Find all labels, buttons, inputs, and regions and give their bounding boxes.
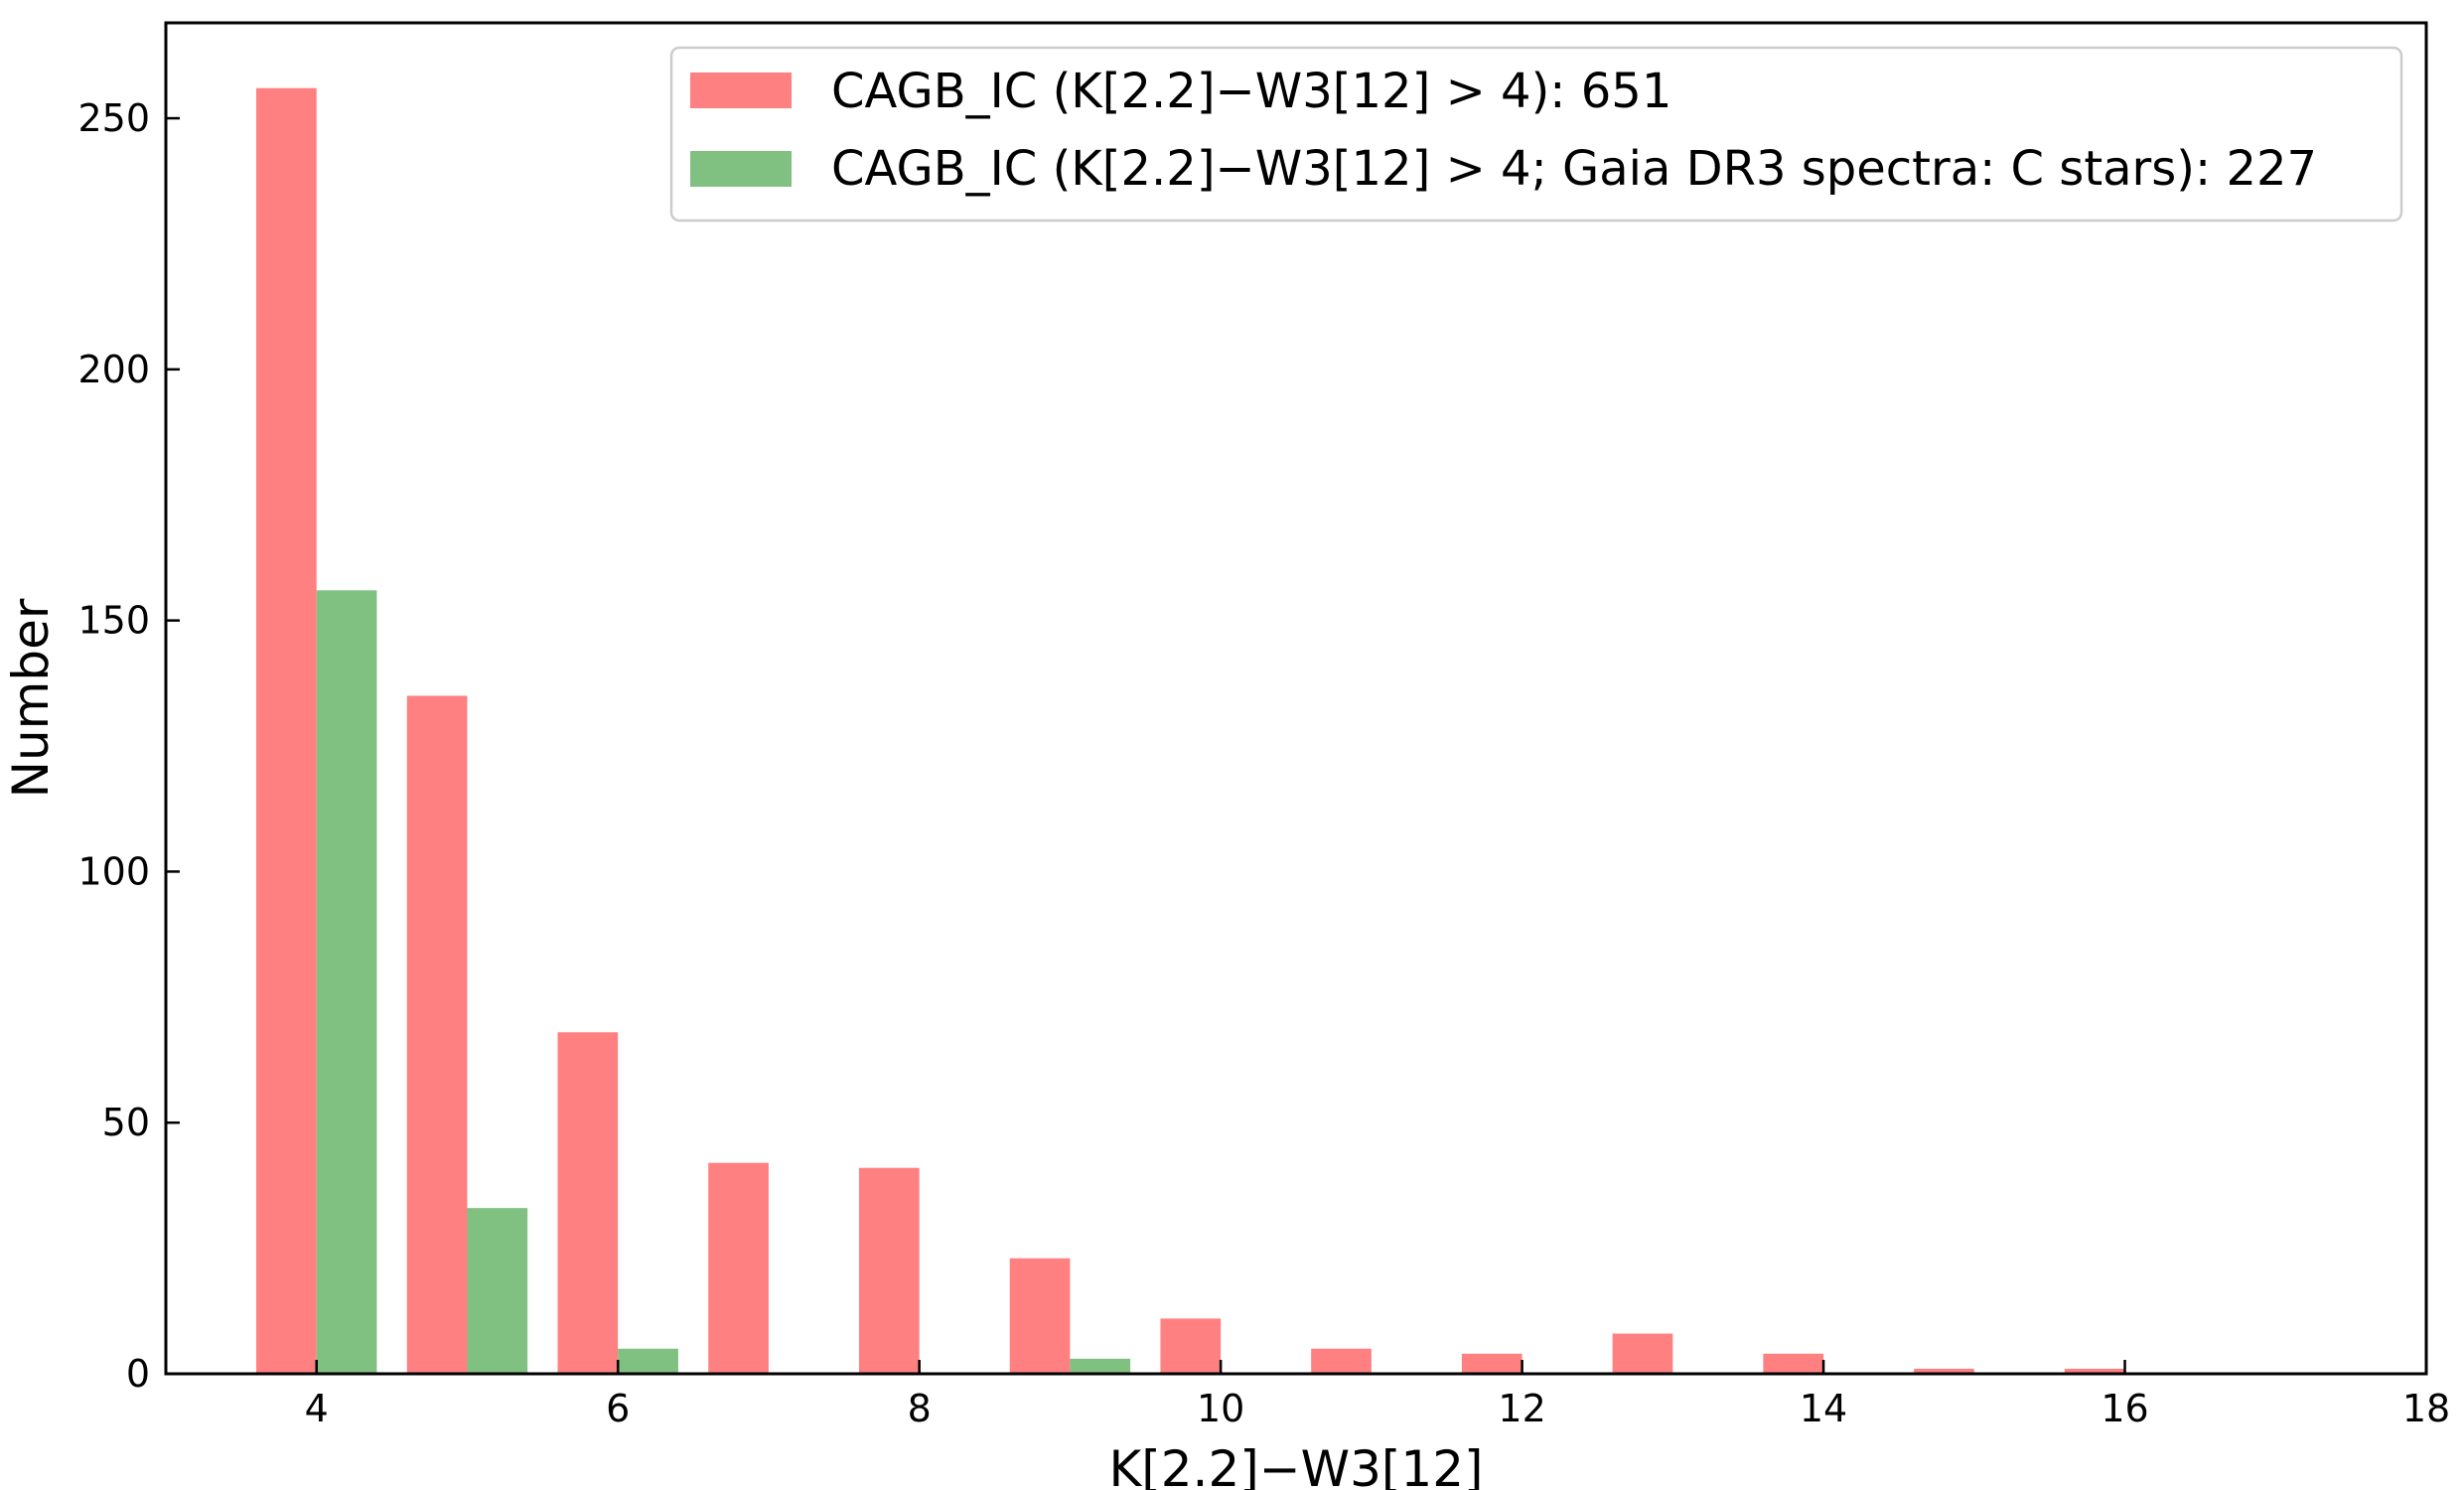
legend-swatch-series-1 — [690, 73, 792, 108]
bar-series-2-bin-4 — [316, 590, 377, 1374]
bar-series-1-bin-11 — [1311, 1348, 1372, 1374]
tick-labels-layer: 4 6 8 10 12 14 16 18 0 50 100 150 200 250 — [77, 96, 2450, 1430]
legend-label-series-1: CAGB_IC (K[2.2]−W3[12] > 4): 651 — [831, 64, 1671, 119]
y-tick-label-100: 100 — [77, 849, 150, 893]
x-tick-label-14: 14 — [1800, 1387, 1847, 1430]
x-tick-label-12: 12 — [1498, 1387, 1545, 1430]
bar-series-1-bin-7 — [708, 1162, 769, 1374]
y-tick-label-250: 250 — [77, 96, 150, 140]
legend-swatch-series-2 — [690, 151, 792, 187]
x-tick-label-16: 16 — [2101, 1387, 2148, 1430]
x-axis-label: K[2.2]−W3[12] — [1108, 1440, 1483, 1490]
bar-series-1-bin-4 — [256, 87, 317, 1375]
y-axis-label: Number — [2, 598, 60, 798]
bar-series-1-bin-10 — [1160, 1318, 1222, 1374]
bar-series-1-bin-6 — [557, 1032, 619, 1374]
x-tick-label-10: 10 — [1197, 1387, 1244, 1430]
bar-series-1-bin-14 — [1763, 1353, 1824, 1374]
bar-series-2-bin-6 — [618, 1348, 678, 1374]
bar-series-1-bin-15 — [1914, 1368, 1974, 1374]
bar-series-1-bin-8 — [858, 1167, 920, 1374]
bars-layer — [256, 87, 2125, 1375]
legend-box — [669, 46, 2403, 223]
bar-series-1-bin-12 — [1461, 1353, 1522, 1374]
bar-series-1-bin-9 — [1009, 1258, 1071, 1374]
bar-series-1-bin-13 — [1612, 1333, 1673, 1374]
plot-frame — [164, 21, 2428, 1376]
x-tick-label-4: 4 — [305, 1387, 329, 1430]
x-tick-label-6: 6 — [606, 1387, 630, 1430]
legend: CAGB_IC (K[2.2]−W3[12] > 4): 651 CAGB_IC… — [669, 46, 2403, 223]
y-tick-label-200: 200 — [77, 348, 150, 391]
bar-series-2-bin-5 — [467, 1208, 528, 1374]
bar-series-1-bin-16 — [2064, 1368, 2125, 1374]
y-tick-label-150: 150 — [77, 599, 150, 643]
x-tick-label-8: 8 — [908, 1387, 932, 1430]
y-tick-label-0: 0 — [126, 1352, 150, 1396]
y-tick-label-50: 50 — [102, 1101, 150, 1144]
ticks-layer — [166, 116, 2428, 1376]
bar-series-1-bin-5 — [406, 695, 468, 1374]
bar-series-2-bin-9 — [1070, 1358, 1131, 1374]
x-tick-label-18: 18 — [2402, 1387, 2450, 1430]
legend-label-series-2: CAGB_IC (K[2.2]−W3[12] > 4; Gaia DR3 spe… — [831, 141, 2317, 197]
